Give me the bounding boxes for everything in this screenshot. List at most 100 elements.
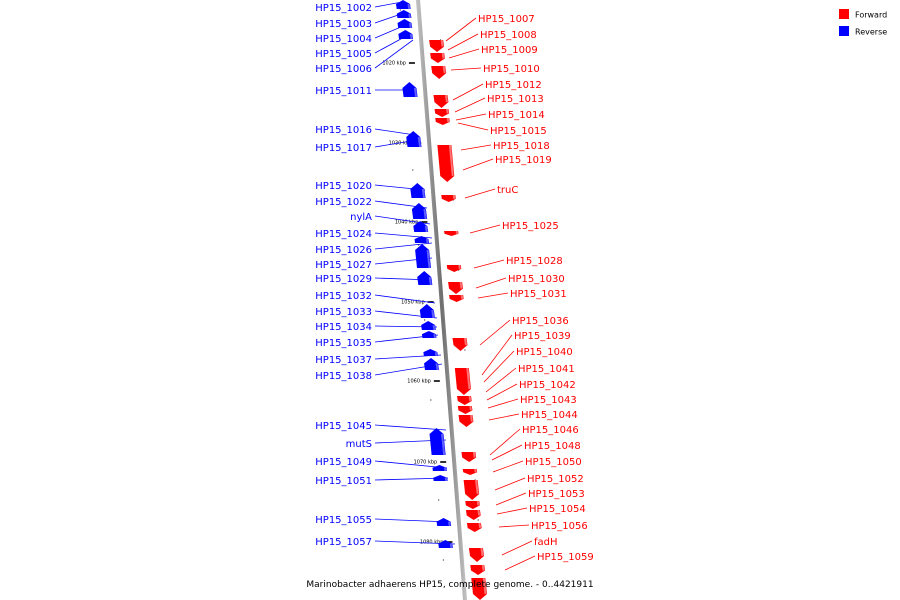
- forward-gene-arrow: [466, 523, 482, 532]
- gene-shading: [423, 208, 427, 220]
- gene-shading: [441, 52, 445, 59]
- reverse-gene-arrow: [433, 475, 448, 481]
- reverse-gene-arrow: [398, 30, 414, 39]
- forward-gene-label: HP15_1053: [528, 489, 585, 500]
- forward-gene-label: HP15_1028: [506, 256, 563, 267]
- reverse-label-connector: [374, 424, 447, 431]
- reverse-gene-label: HP15_1003: [315, 19, 372, 30]
- reverse-gene-label: HP15_1051: [315, 476, 372, 487]
- forward-label-connector: [481, 334, 513, 376]
- reverse-gene-arrow: [432, 465, 447, 471]
- reverse-gene-arrow: [421, 331, 437, 338]
- reverse-gene-arrow: [410, 183, 426, 198]
- gene-shading: [463, 337, 467, 346]
- reverse-gene-label: HP15_1049: [315, 457, 372, 468]
- reverse-label-connector: [374, 294, 436, 304]
- reverse-gene-arrow: [436, 518, 452, 526]
- gene-shading: [460, 294, 464, 299]
- forward-label-connector: [450, 67, 482, 71]
- reverse-gene-label: HP15_1057: [315, 537, 372, 548]
- forward-gene-arrow: [452, 338, 468, 351]
- reverse-gene-label: HP15_1034: [315, 322, 372, 333]
- gene-shading: [459, 281, 463, 289]
- forward-label-connector: [452, 83, 484, 101]
- gene-layer: [396, 0, 487, 600]
- forward-gene-label: HP15_1019: [495, 155, 552, 166]
- forward-gene-arrow: [441, 195, 456, 202]
- forward-gene-label: HP15_1015: [490, 126, 547, 137]
- forward-gene-label: HP15_1041: [518, 364, 575, 375]
- legend-reverse-swatch: [839, 26, 849, 36]
- forward-gene-label: HP15_1059: [537, 552, 594, 563]
- forward-gene-label: HP15_1048: [524, 441, 581, 452]
- reverse-label-connector: [374, 39, 414, 69]
- reverse-gene-label: HP15_1004: [315, 34, 372, 45]
- forward-gene-label: HP15_1052: [527, 474, 584, 485]
- forward-label-connector: [447, 33, 479, 51]
- gene-shading: [440, 39, 444, 47]
- forward-label-connector: [486, 383, 518, 401]
- reverse-gene-label: HP15_1022: [315, 197, 372, 208]
- forward-label-connector: [494, 477, 526, 491]
- gene-shading: [434, 352, 438, 357]
- forward-gene-label: HP15_1018: [493, 141, 550, 152]
- gene-shading: [449, 543, 453, 549]
- gene-shading: [421, 188, 426, 199]
- forward-gene-label: HP15_1008: [480, 30, 537, 41]
- forward-label-connector: [492, 460, 524, 473]
- gene-shading: [408, 22, 412, 29]
- forward-gene-label: HP15_1040: [516, 347, 573, 358]
- gene-shading: [466, 367, 471, 390]
- gene-shading: [442, 65, 446, 74]
- gene-shading: [424, 225, 428, 233]
- reverse-gene-label: HP15_1017: [315, 143, 372, 154]
- reverse-gene-label: HP15_1045: [315, 421, 372, 432]
- gene-shading: [452, 194, 456, 199]
- reverse-gene-arrow: [421, 321, 436, 330]
- forward-gene-arrow: [458, 415, 474, 427]
- forward-gene-arrow: [435, 118, 450, 125]
- ruler-tick-label: 1020 kbp: [382, 61, 406, 67]
- gene-shading: [481, 564, 485, 571]
- forward-gene-label: HP15_1014: [488, 110, 545, 121]
- reverse-gene-label: HP15_1033: [315, 307, 372, 318]
- reverse-label-connector: [374, 1, 403, 8]
- forward-gene-arrow: [465, 510, 481, 520]
- forward-gene-arrow: [457, 406, 473, 414]
- reverse-label-connector: [374, 128, 416, 136]
- forward-gene-arrow: [444, 231, 459, 236]
- forward-gene-arrow: [468, 548, 485, 562]
- reverse-gene-arrow: [419, 304, 435, 318]
- gene-shading: [432, 324, 436, 331]
- forward-label-connector: [462, 158, 494, 171]
- reverse-gene-label: HP15_1027: [315, 260, 372, 271]
- gene-shading: [448, 144, 454, 177]
- genome-axis: [416, 0, 467, 600]
- reverse-gene-arrow: [417, 271, 433, 285]
- genome-caption: Marinobacter adhaerens HP15, complete ge…: [306, 580, 593, 590]
- gene-shading: [446, 108, 449, 114]
- reverse-gene-label: HP15_1035: [315, 338, 372, 349]
- forward-label-connector: [487, 398, 519, 409]
- forward-gene-label: HP15_1039: [514, 331, 571, 342]
- reverse-gene-arrow: [411, 203, 428, 219]
- forward-gene-label: HP15_1031: [510, 289, 567, 300]
- legend-reverse-label: Reverse: [855, 28, 887, 37]
- forward-label-connector: [479, 319, 511, 346]
- forward-gene-arrow: [454, 368, 471, 395]
- reverse-gene-arrow: [423, 349, 438, 356]
- forward-label-connector: [483, 350, 515, 383]
- forward-gene-label: HP15_1036: [512, 316, 569, 327]
- forward-gene-label: HP15_1043: [520, 395, 577, 406]
- gene-shading: [444, 94, 448, 103]
- reverse-gene-label: HP15_1006: [315, 64, 372, 75]
- reverse-gene-label: HP15_1011: [315, 86, 372, 97]
- forward-label-connector: [485, 367, 517, 393]
- reverse-gene-label: HP15_1005: [315, 49, 372, 60]
- reverse-gene-arrow: [413, 221, 429, 232]
- reverse-gene-label: mutS: [346, 439, 372, 450]
- ruler-tick-label: 1050 kbp: [401, 300, 425, 306]
- ruler-tick-label: 1030 kbp: [389, 141, 413, 147]
- forward-gene-arrow: [457, 396, 472, 405]
- ruler-tick-label: 1070 kbp: [414, 460, 438, 466]
